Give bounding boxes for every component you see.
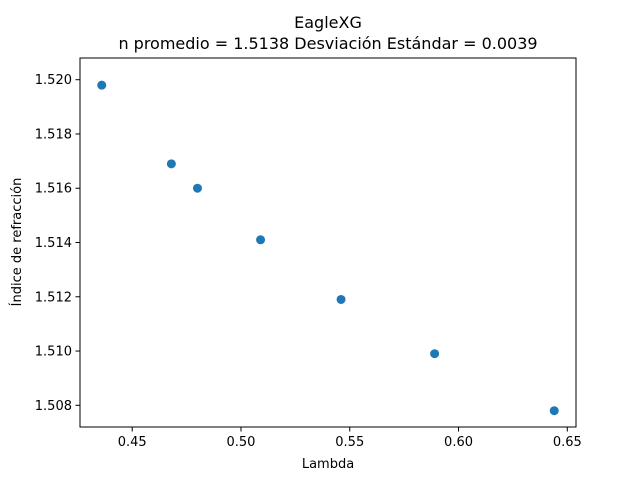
x-tick-label: 0.45 bbox=[118, 435, 147, 450]
data-point bbox=[166, 159, 176, 169]
data-point bbox=[192, 183, 202, 193]
y-tick-label: 1.518 bbox=[35, 127, 72, 142]
y-axis-ticks: 1.508 1.510 1.512 1.514 1.516 1.518 1.520 bbox=[35, 73, 80, 414]
plot-frame bbox=[79, 57, 577, 428]
data-point bbox=[336, 294, 346, 304]
x-tick-label: 0.65 bbox=[553, 435, 582, 450]
y-axis-label: Índice de refracción bbox=[9, 178, 25, 307]
data-points bbox=[97, 80, 559, 416]
data-point bbox=[430, 349, 440, 359]
y-tick-label: 1.520 bbox=[35, 73, 72, 88]
y-tick-label: 1.514 bbox=[35, 236, 72, 251]
chart-subtitle: n promedio = 1.5138 Desviación Estándar … bbox=[118, 34, 537, 53]
chart-title: EagleXG bbox=[294, 13, 362, 32]
y-tick-label: 1.510 bbox=[35, 345, 72, 360]
data-point bbox=[256, 235, 266, 245]
x-axis-label: Lambda bbox=[302, 457, 354, 472]
x-tick-label: 0.50 bbox=[227, 435, 256, 450]
y-tick-label: 1.508 bbox=[35, 399, 72, 414]
x-axis-ticks: 0.45 0.50 0.55 0.60 0.65 bbox=[118, 427, 582, 450]
y-tick-label: 1.512 bbox=[35, 290, 72, 305]
y-tick-label: 1.516 bbox=[35, 182, 72, 197]
x-tick-label: 0.55 bbox=[335, 435, 364, 450]
data-point bbox=[549, 406, 559, 416]
x-tick-label: 0.60 bbox=[444, 435, 473, 450]
data-point bbox=[97, 80, 107, 90]
